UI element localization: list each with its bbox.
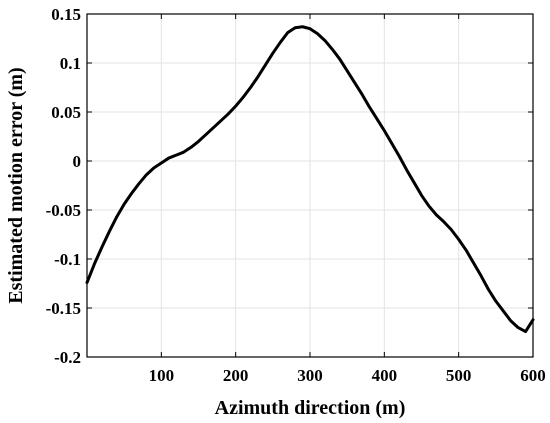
x-axis-title: Azimuth direction (m): [215, 397, 406, 419]
y-tick-label: 0: [73, 152, 82, 171]
x-tick-label: 300: [297, 366, 323, 385]
series-layer: [85, 25, 535, 334]
x-tick-label: 600: [520, 366, 546, 385]
x-tick-label: 100: [149, 366, 175, 385]
x-tick-label: 200: [223, 366, 249, 385]
y-axis-title: Estimated motion error (m): [5, 67, 27, 303]
y-tick-label: 0.15: [51, 5, 81, 24]
y-tick-label: 0.05: [51, 103, 81, 122]
y-tick-label: -0.1: [54, 250, 81, 269]
y-tick-label: -0.2: [54, 348, 81, 367]
grid: [87, 13, 534, 358]
x-tick-labels: 100 200 300 400 500 600: [149, 366, 546, 385]
x-tick-label: 400: [372, 366, 398, 385]
series-line: [85, 25, 535, 334]
x-tick-label: 500: [446, 366, 472, 385]
y-tick-label: -0.05: [46, 201, 81, 220]
ticks: [87, 13, 534, 358]
y-tick-label: -0.15: [46, 299, 81, 318]
y-tick-labels: 0.15 0.1 0.05 0 -0.05 -0.1 -0.15 -0.2: [46, 5, 81, 367]
y-tick-label: 0.1: [60, 54, 81, 73]
